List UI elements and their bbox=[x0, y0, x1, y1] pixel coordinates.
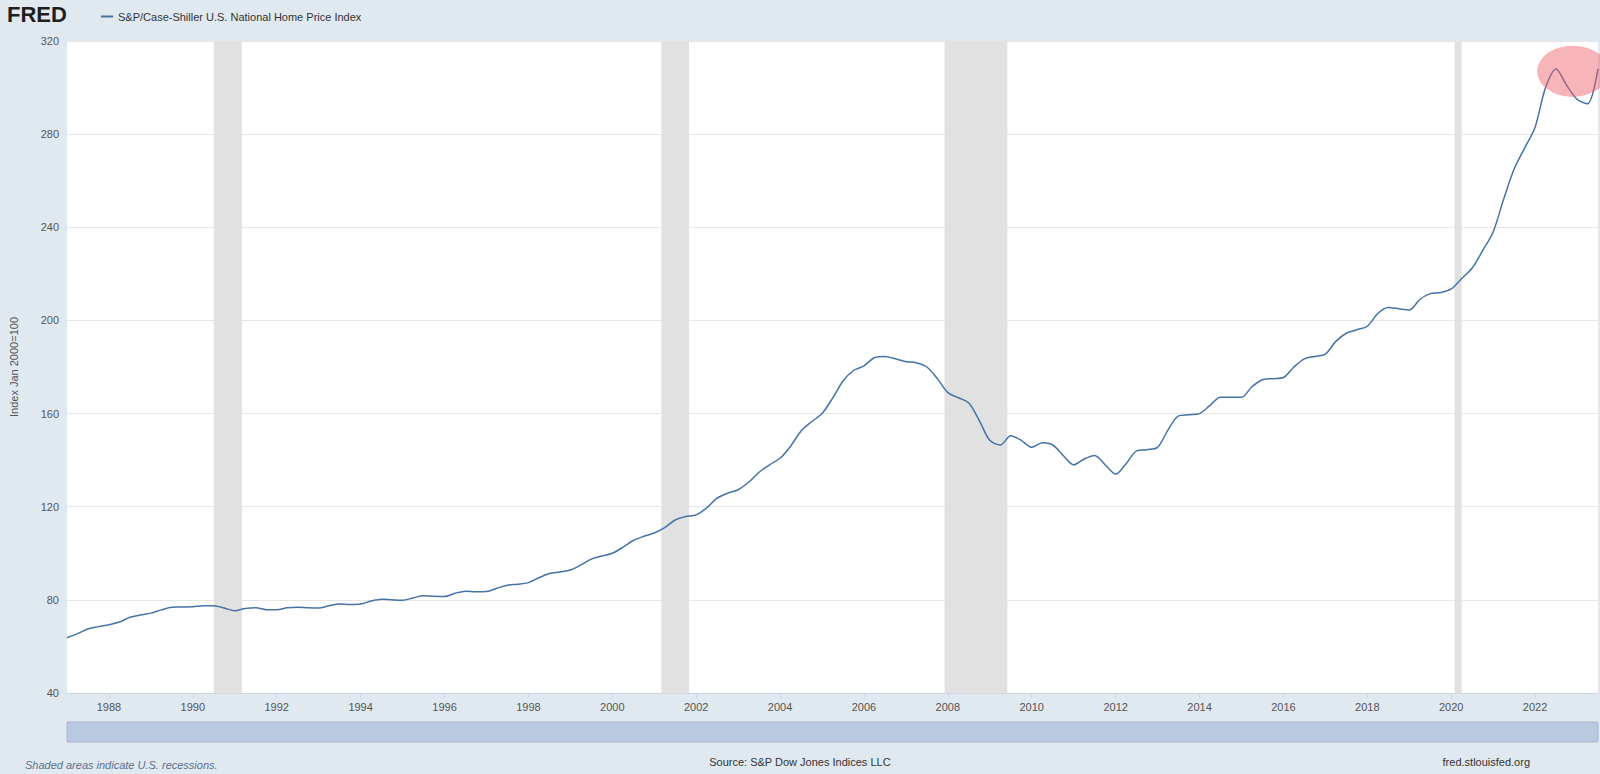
svg-text:2018: 2018 bbox=[1355, 701, 1379, 713]
svg-text:120: 120 bbox=[41, 501, 59, 513]
svg-text:80: 80 bbox=[47, 594, 59, 606]
svg-text:2012: 2012 bbox=[1103, 701, 1127, 713]
svg-text:1990: 1990 bbox=[181, 701, 205, 713]
svg-text:1996: 1996 bbox=[432, 701, 456, 713]
svg-text:1988: 1988 bbox=[97, 701, 121, 713]
svg-text:S&P/Case-Shiller U.S. National: S&P/Case-Shiller U.S. National Home Pric… bbox=[118, 11, 362, 23]
svg-text:2014: 2014 bbox=[1187, 701, 1211, 713]
svg-text:FRED: FRED bbox=[7, 2, 67, 27]
svg-text:2000: 2000 bbox=[600, 701, 624, 713]
svg-text:fred.stlouisfed.org: fred.stlouisfed.org bbox=[1443, 756, 1530, 768]
svg-text:240: 240 bbox=[41, 221, 59, 233]
svg-text:2006: 2006 bbox=[852, 701, 876, 713]
svg-text:2010: 2010 bbox=[1019, 701, 1043, 713]
svg-text:200: 200 bbox=[41, 314, 59, 326]
svg-text:1994: 1994 bbox=[348, 701, 372, 713]
svg-text:2008: 2008 bbox=[936, 701, 960, 713]
svg-text:160: 160 bbox=[41, 408, 59, 420]
svg-text:Source: S&P Dow Jones Indices: Source: S&P Dow Jones Indices LLC bbox=[709, 756, 890, 768]
svg-text:1992: 1992 bbox=[264, 701, 288, 713]
svg-text:40: 40 bbox=[47, 687, 59, 699]
svg-text:2022: 2022 bbox=[1523, 701, 1547, 713]
svg-text:2020: 2020 bbox=[1439, 701, 1463, 713]
svg-text:280: 280 bbox=[41, 128, 59, 140]
svg-text:1998: 1998 bbox=[516, 701, 540, 713]
svg-text:320: 320 bbox=[41, 35, 59, 47]
svg-text:2004: 2004 bbox=[768, 701, 792, 713]
svg-text:2002: 2002 bbox=[684, 701, 708, 713]
svg-text:Shaded areas indicate U.S. rec: Shaded areas indicate U.S. recessions. bbox=[25, 759, 218, 771]
svg-text:2016: 2016 bbox=[1271, 701, 1295, 713]
svg-text:Index Jan 2000=100: Index Jan 2000=100 bbox=[8, 317, 20, 417]
